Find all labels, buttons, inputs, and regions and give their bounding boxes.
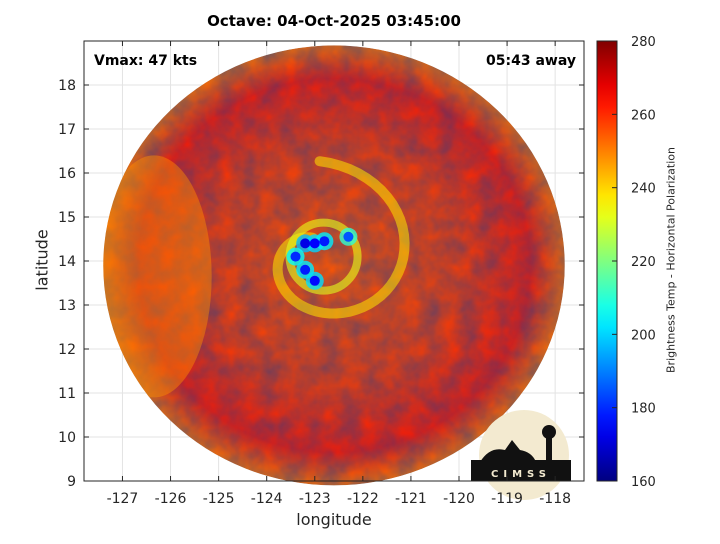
y-tick-label: 14 [58,254,76,270]
time-offset-annotation: 05:43 away [486,53,576,69]
y-tick-label: 16 [58,166,76,182]
cold-core-cell [343,231,354,242]
cold-core-cell [290,251,301,262]
swath-edge-band [103,155,212,398]
x-tick-label: -123 [299,491,331,507]
colorbar-ticks: 160 180 200 220 240 260 280 [612,35,656,490]
x-axis-label: longitude [296,510,372,529]
y-axis-label: latitude [32,229,52,291]
x-tick-label: -127 [107,491,139,507]
colorbar-tick-label: 280 [631,35,656,50]
x-tick-label: -126 [155,491,187,507]
colorbar-tick-label: 200 [631,328,656,343]
cold-core-cell [319,236,330,247]
vmax-annotation: Vmax: 47 kts [94,53,198,69]
x-tick-label: -125 [203,491,235,507]
colorbar-tick-label: 260 [631,108,656,123]
cimss-logo: CIMSS [471,410,571,500]
y-tick-label: 15 [58,210,76,226]
cold-core-cell [309,275,320,286]
x-tick-label: -121 [395,491,427,507]
swath-texture [103,45,565,486]
colorbar-tick-label: 240 [631,182,656,197]
y-tick-label: 13 [58,298,76,314]
colorbar-tick-label: 160 [631,475,656,490]
y-tick-label: 10 [58,430,76,446]
y-tick-label: 18 [58,78,76,94]
spiral-band [272,156,410,319]
y-tick-label: 11 [58,386,76,402]
logo-tower-top [542,425,556,439]
colorbar-tick-label: 180 [631,402,656,417]
x-tick-label: -122 [347,491,379,507]
chart-title: Octave: 04-Oct-2025 03:45:00 [207,12,461,30]
x-tick-label: -118 [539,491,571,507]
y-tick-label: 17 [58,122,76,138]
cold-core-cell [300,264,311,275]
cold-core-cell [300,238,311,249]
y-axis-ticks: 9 10 11 12 13 14 15 16 17 18 [58,78,584,490]
logo-tower [546,438,552,462]
x-tick-label: -120 [443,491,475,507]
logo-silhouette [480,440,536,462]
x-tick-label: -119 [491,491,523,507]
colorbar-label: Brightness Temp - Horizontal Polarizatio… [664,147,678,373]
x-tick-label: -124 [251,491,283,507]
cold-core-cell [309,238,320,249]
y-tick-label: 12 [58,342,76,358]
x-axis-ticks: -127 -126 -125 -124 -123 -122 -121 -120 -119 -118 [107,41,571,507]
swath-image [103,45,565,486]
logo-text: CIMSS [491,469,551,480]
colorbar-tick-label: 220 [631,255,656,270]
y-tick-label: 9 [67,474,76,490]
logo-ground [471,460,571,481]
